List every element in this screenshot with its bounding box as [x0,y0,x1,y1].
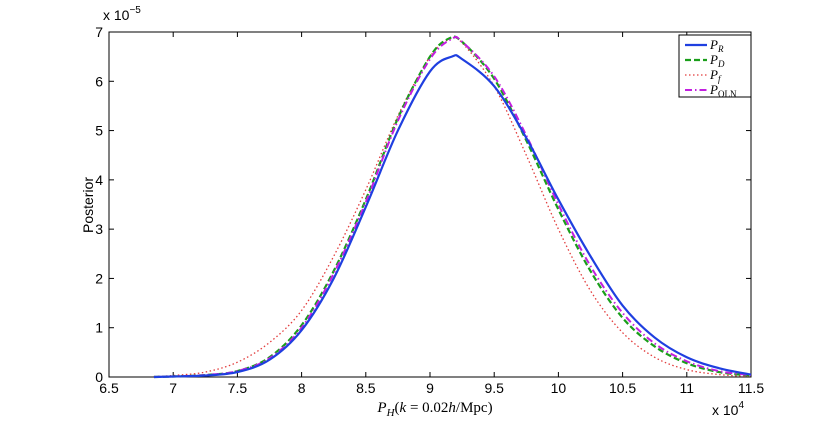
x-tick-label: 10 [551,380,567,396]
legend-label-sub: D [717,59,725,69]
x-label-k: k [400,400,407,416]
y-tick-label: 3 [95,221,103,237]
axis-ticks: 6.5 7 7.5 8 8.5 9 9.5 10 10.5 11 11.5 0 1 2 3 4 5 6 7 [95,24,764,396]
x-label-unit: /Mpc) [456,400,493,416]
y-tick-label: 6 [95,73,103,89]
x-label-p: P [376,400,386,416]
y-tick-label: 5 [95,123,103,139]
x-tick-label: 11 [680,380,695,396]
x-tick-label: 11.5 [738,380,764,396]
legend-label-base: P [709,82,718,97]
y-tick-label: 1 [95,320,103,336]
series-lines [153,35,752,379]
y-tick-label: 0 [95,369,103,385]
x-label-h: h [448,400,456,416]
y-tick-label: 4 [95,172,103,188]
legend-label: Pf [709,67,722,84]
series-line-p-d [153,35,752,379]
x-tick-label: 7 [169,380,177,396]
y-axis-multiplier: x 10−5 [103,5,141,23]
x-tick-label: 8 [298,380,306,396]
legend-label: PD [709,52,725,69]
legend-label: POLN [709,82,737,99]
legend-label-base: P [709,52,718,67]
legend-label-base: P [709,37,718,52]
x-tick-label: 9.5 [484,380,504,396]
y-multiplier-base: x 10 [103,7,130,23]
x-multiplier-exp: 4 [738,400,744,411]
y-tick-label: 7 [95,24,103,40]
x-tick-label: 10.5 [609,380,636,396]
legend-label-sub: f [718,74,722,84]
x-tick-label: 8.5 [356,380,376,396]
x-tick-label: 7.5 [228,380,248,396]
x-label-rest: ( [395,400,400,416]
x-tick-label: 6.5 [99,380,119,396]
legend-label-sub: OLN [718,89,737,99]
legend-label-sub: R [717,44,724,54]
x-multiplier-base: x 10 [712,402,739,418]
x-axis-label: PH(k = 0.02h/Mpc) [376,400,492,419]
y-axis-label: Posterior [80,177,96,233]
x-label-sub: H [386,407,396,419]
x-tick-label: 9 [426,380,434,396]
series-line-p-f [153,36,752,378]
y-multiplier-exp: −5 [129,5,141,16]
x-axis-multiplier: x 104 [712,400,744,418]
series-line-p-r [153,54,752,379]
y-tick-label: 2 [95,270,103,286]
plot-area [108,31,752,378]
legend-label-base: P [709,67,718,82]
legend-label: PR [709,37,724,54]
x-label-eq: = 0.02 [406,400,448,416]
